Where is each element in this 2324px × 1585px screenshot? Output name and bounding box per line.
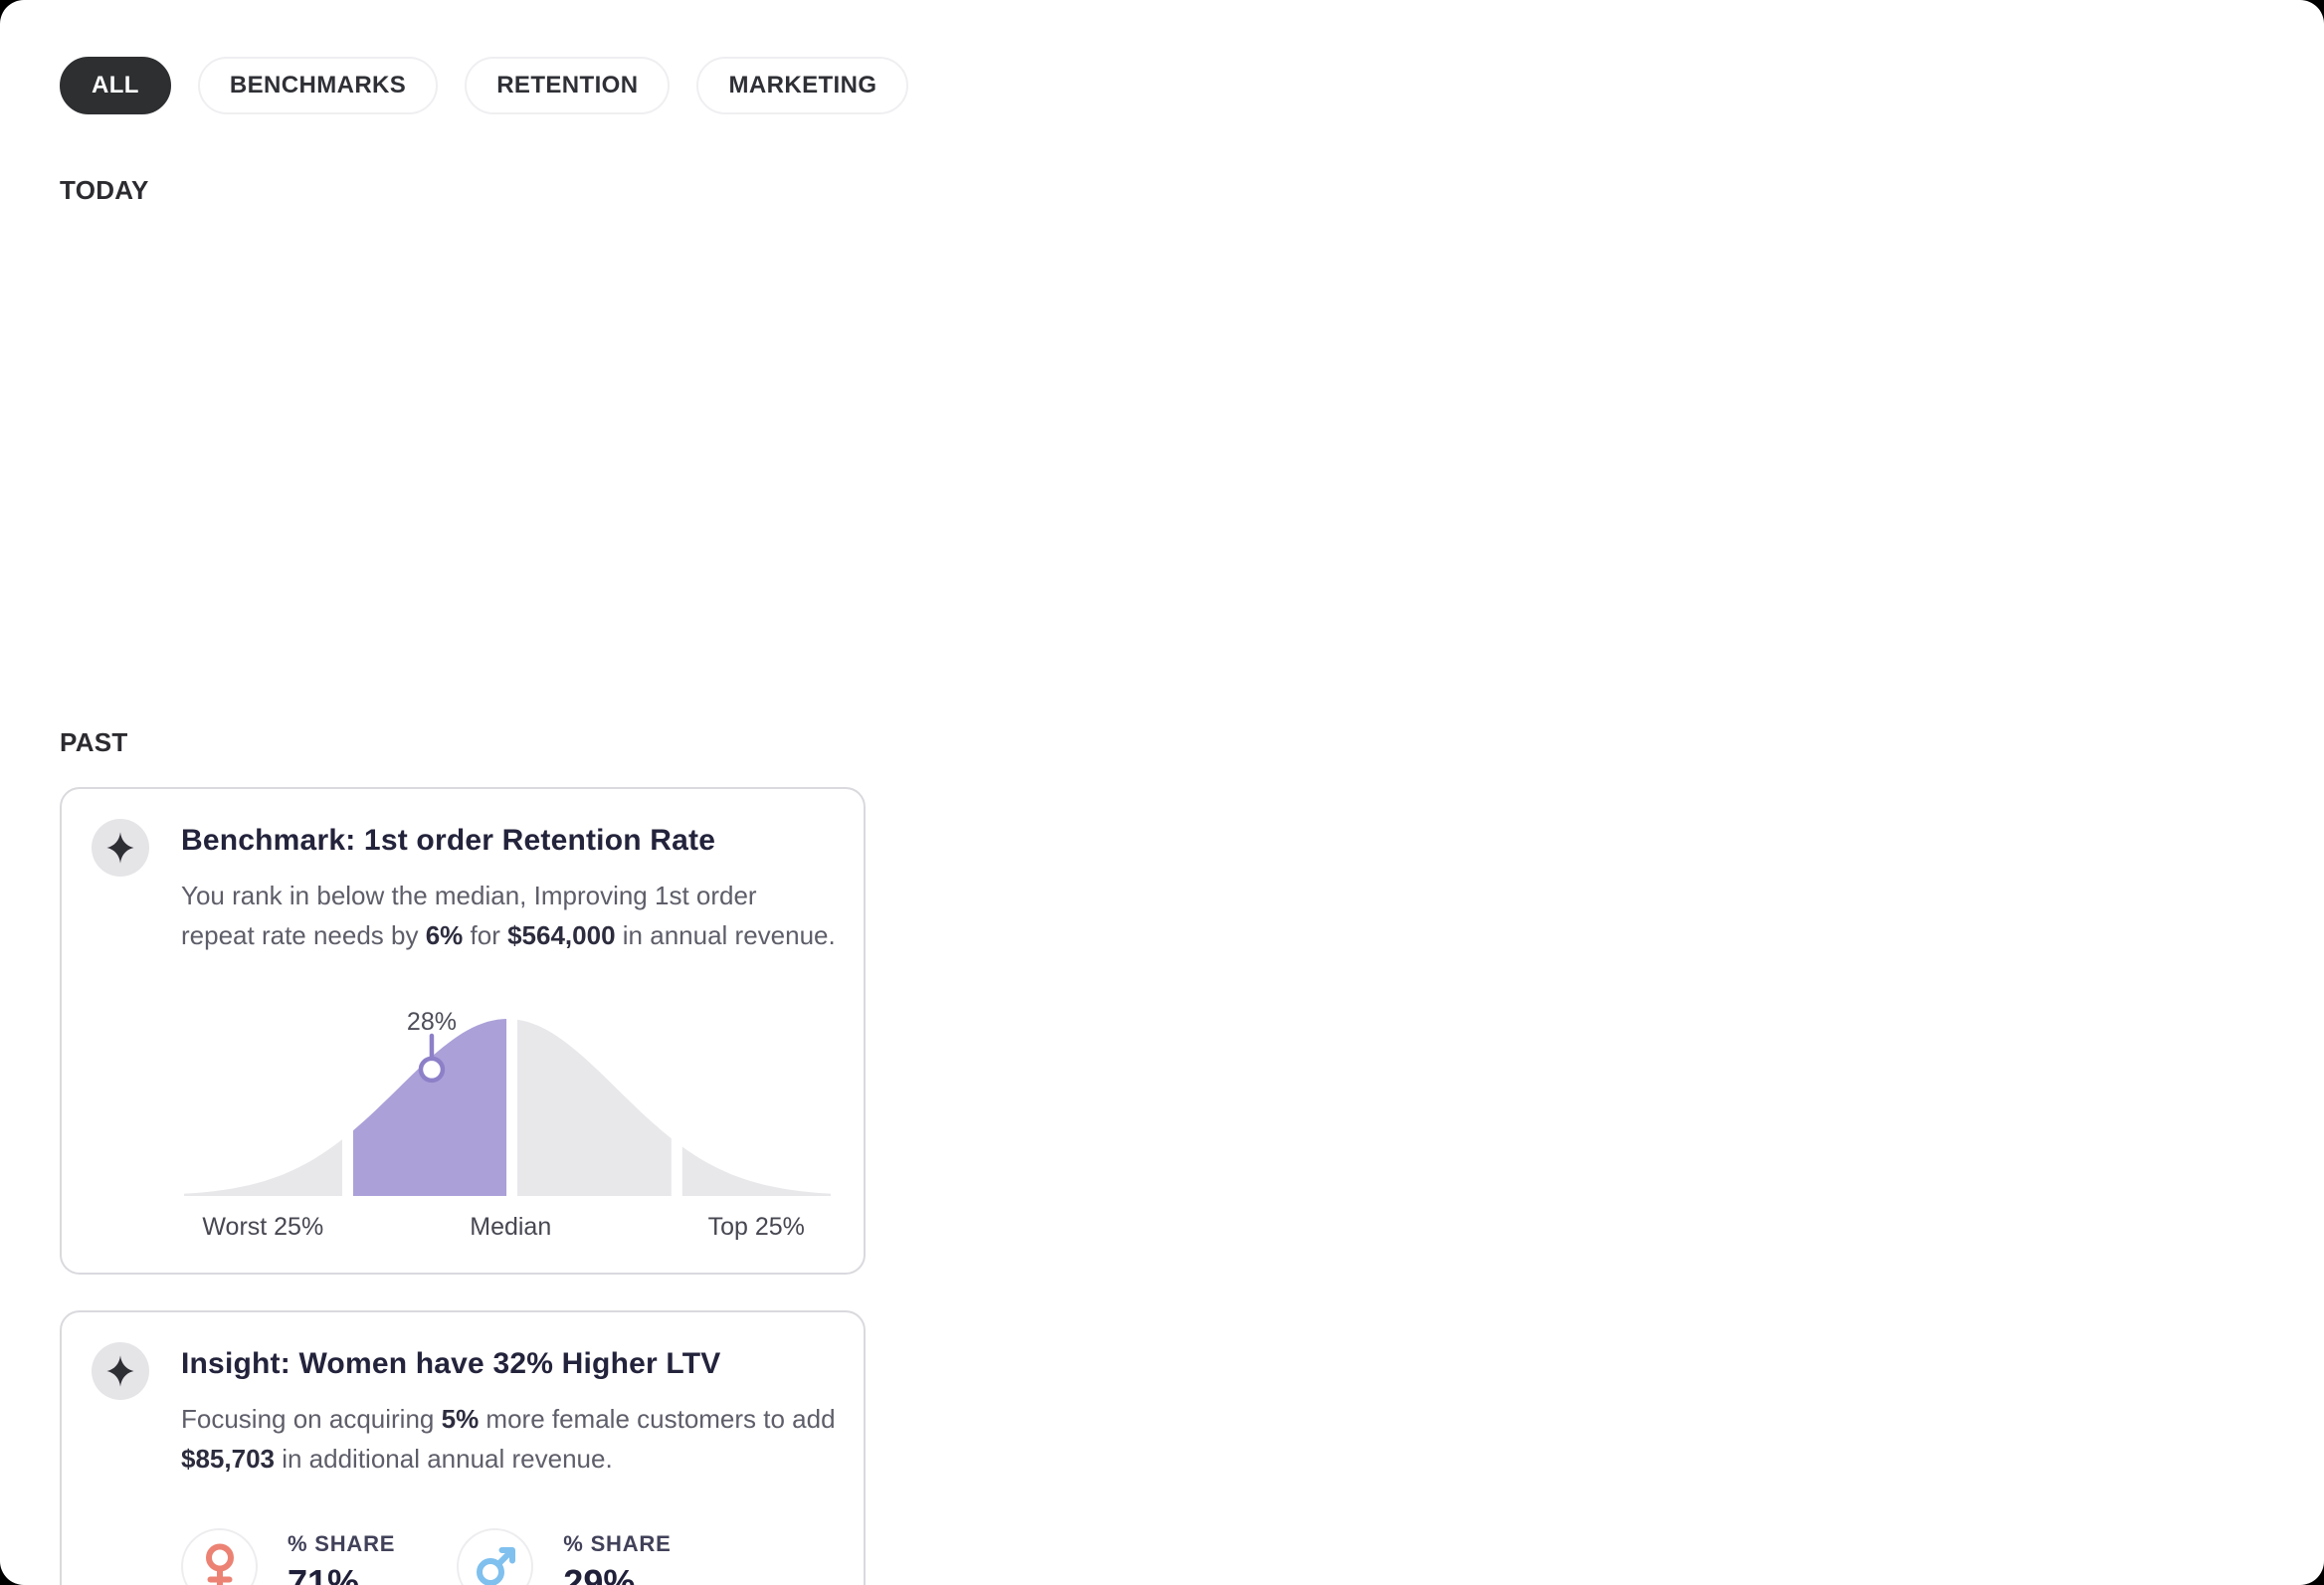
- insight-card[interactable]: Insight: Women have 32% Higher LTV Focus…: [60, 1310, 866, 1585]
- bell-curve-chart: 28% Worst 25% Median Top 25%: [181, 1007, 838, 1252]
- stat-female-share: % SHARE 71%: [181, 1528, 395, 1585]
- insight-card-content: Insight: Women have 32% Higher LTV Focus…: [181, 1312, 836, 1585]
- female-share-label: % SHARE: [288, 1530, 396, 1556]
- benchmark-card-description: You rank in below the median, Improving …: [181, 881, 836, 950]
- chart-axis-label: Median: [470, 1213, 552, 1241]
- benchmark-card[interactable]: Benchmark: 1st order Retention Rate You …: [60, 787, 866, 1275]
- sparkle-icon: [92, 1342, 149, 1400]
- chart-axis-label: Worst 25%: [202, 1213, 324, 1241]
- section-label-today: TODAY: [60, 175, 149, 205]
- insight-card-description: Focusing on acquiring 5% more female cus…: [181, 1404, 836, 1474]
- tab-all[interactable]: ALL: [60, 57, 171, 114]
- tab-retention[interactable]: RETENTION: [465, 57, 671, 114]
- gender-share-stats: % SHARE 71%: [181, 1528, 836, 1585]
- male-share-label: % SHARE: [563, 1530, 672, 1556]
- tab-marketing[interactable]: MARKETING: [696, 57, 909, 114]
- stat-male-share: % SHARE 29%: [457, 1528, 671, 1585]
- tab-benchmarks[interactable]: BENCHMARKS: [197, 57, 439, 114]
- benchmark-marker-label: 28%: [406, 1008, 457, 1036]
- female-share-value: 71%: [288, 1561, 360, 1585]
- male-icon: [457, 1528, 534, 1585]
- insight-card-title: Insight: Women have 32% Higher LTV: [181, 1347, 721, 1380]
- bell-curve-svg: [184, 1015, 831, 1196]
- section-label-past: PAST: [60, 727, 128, 757]
- chart-axis-label: Top 25%: [707, 1213, 805, 1241]
- male-share-value: 29%: [563, 1561, 636, 1585]
- benchmark-card-title: Benchmark: 1st order Retention Rate: [181, 824, 716, 857]
- filter-tabs: ALL BENCHMARKS RETENTION MARKETING: [60, 57, 909, 114]
- benchmark-card-content: Benchmark: 1st order Retention Rate You …: [181, 789, 836, 1252]
- female-icon: [181, 1528, 258, 1585]
- sparkle-icon: [92, 819, 149, 877]
